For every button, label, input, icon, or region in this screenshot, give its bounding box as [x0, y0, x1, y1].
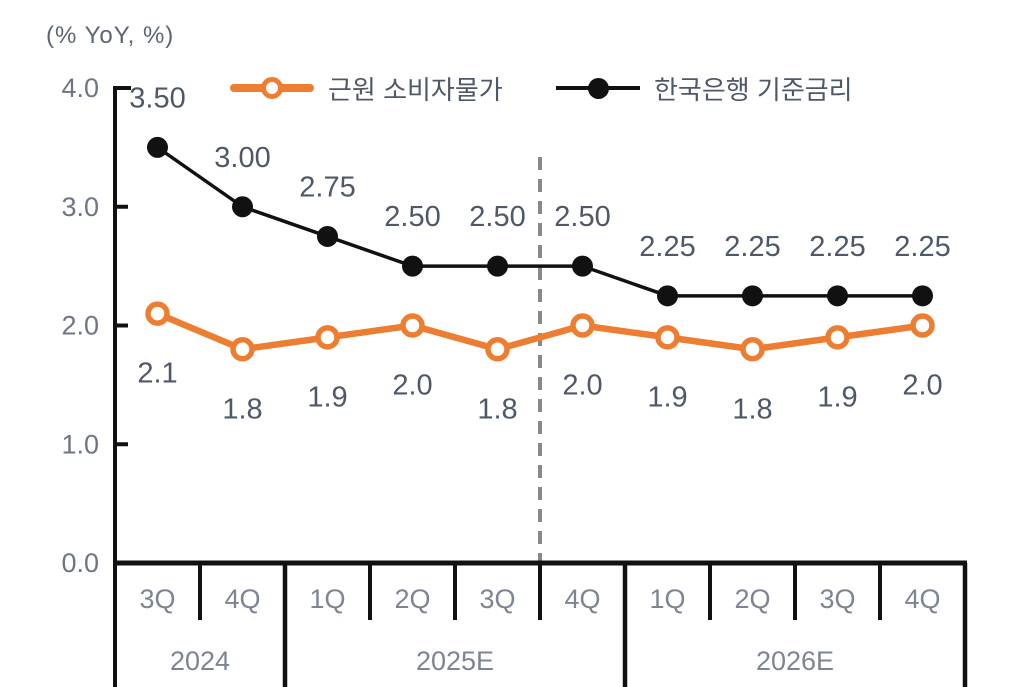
- data-label: 2.0: [392, 370, 432, 402]
- core-cpi-data-point: [740, 337, 765, 362]
- core-cpi-data-point: [910, 313, 935, 338]
- data-label: 2.25: [724, 231, 780, 263]
- quarter-label: 3Q: [819, 584, 855, 614]
- data-label: 1.8: [477, 393, 517, 425]
- data-label: 2.25: [809, 231, 865, 263]
- year-label: 2024: [170, 646, 230, 676]
- data-label: 1.9: [647, 381, 687, 413]
- core-cpi-data-point: [145, 301, 170, 326]
- year-label: 2026E: [756, 646, 834, 676]
- core-cpi-series-line: [154, 310, 926, 353]
- base-rate-data-point: [147, 136, 168, 158]
- base-rate-data-point: [402, 255, 423, 277]
- base-rate-series-line: [155, 145, 925, 298]
- data-label: 3.00: [214, 142, 270, 174]
- data-label: 2.50: [384, 201, 440, 233]
- data-label: 2.25: [639, 231, 695, 263]
- quarter-label: 2Q: [394, 584, 430, 614]
- y-tick-label: 2.0: [61, 311, 99, 341]
- quarter-label: 4Q: [224, 584, 260, 614]
- data-label: 2.75: [299, 171, 355, 203]
- data-label: 3.50: [129, 82, 185, 114]
- base-rate-data-point: [317, 225, 338, 247]
- base-rate-data-point: [657, 285, 678, 307]
- data-label: 1.9: [307, 381, 347, 413]
- quarter-label: 1Q: [649, 584, 685, 614]
- data-label: 2.25: [894, 231, 950, 263]
- y-tick-label: 4.0: [61, 73, 99, 103]
- core-cpi-data-point: [570, 313, 595, 338]
- core-cpi-data-point: [315, 325, 340, 350]
- base-rate-data-point: [572, 255, 593, 277]
- base-rate-data-point: [742, 285, 763, 307]
- core-cpi-data-point: [825, 325, 850, 350]
- data-label: 1.8: [732, 393, 772, 425]
- core-cpi-data-point: [230, 337, 255, 362]
- quarter-label: 3Q: [479, 584, 515, 614]
- core-cpi-data-point: [400, 313, 425, 338]
- quarter-label: 2Q: [734, 584, 770, 614]
- quarter-label: 3Q: [139, 584, 175, 614]
- base-rate-data-point: [827, 285, 848, 307]
- data-label: 2.0: [902, 370, 942, 402]
- year-label: 2025E: [416, 646, 494, 676]
- base-rate-data-point: [912, 285, 933, 307]
- quarter-label: 4Q: [904, 584, 940, 614]
- quarter-label: 1Q: [309, 584, 345, 614]
- data-label: 1.8: [222, 393, 262, 425]
- base-rate-data-point: [232, 196, 253, 218]
- data-label: 2.50: [469, 201, 525, 233]
- quarter-label: 4Q: [564, 584, 600, 614]
- base-rate-data-point: [487, 255, 508, 277]
- axis-unit-label: (% YoY, %): [46, 22, 175, 49]
- data-label: 2.50: [554, 201, 610, 233]
- data-label: 1.9: [817, 381, 857, 413]
- y-tick-label: 3.0: [61, 192, 99, 222]
- y-tick-label: 0.0: [61, 548, 99, 578]
- core-cpi-data-point: [485, 337, 510, 362]
- core-cpi-data-point: [655, 325, 680, 350]
- y-tick-label: 1.0: [61, 429, 99, 459]
- data-label: 2.0: [562, 370, 602, 402]
- data-label: 2.1: [137, 358, 177, 390]
